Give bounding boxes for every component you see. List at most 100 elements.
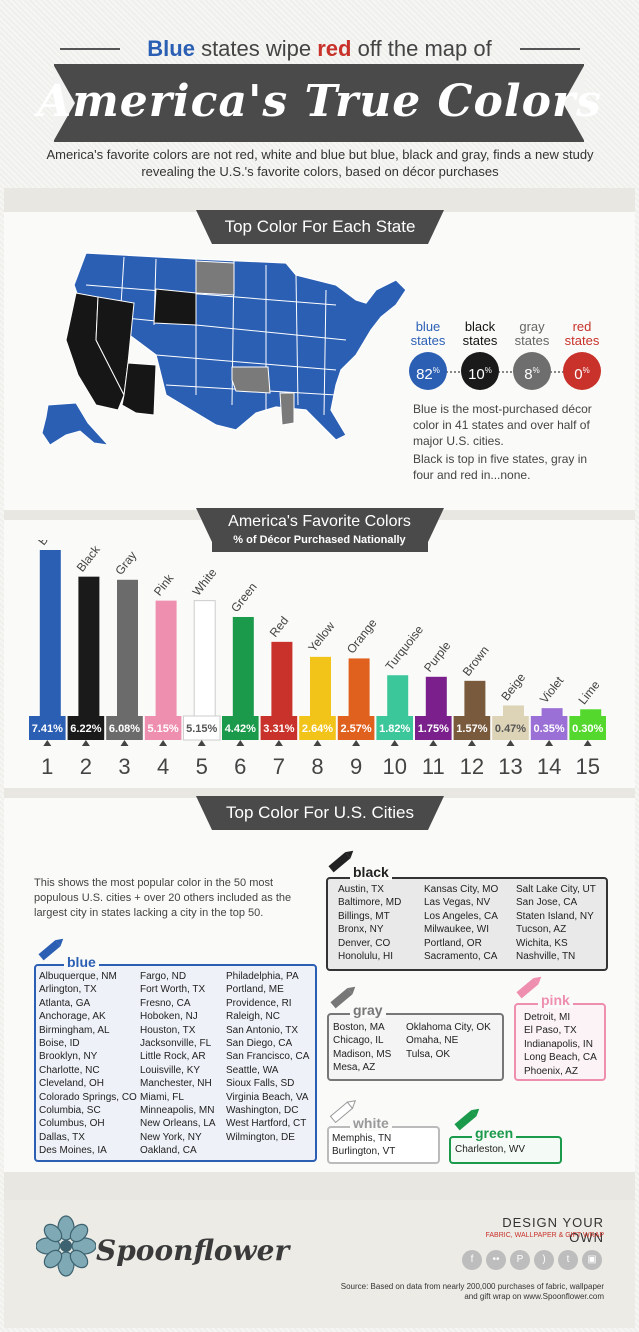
city-item: Fargo, ND: [140, 971, 187, 982]
bar-category-label: Purple: [421, 638, 454, 674]
rank-pointer: [352, 740, 361, 746]
rank-label: 14: [537, 754, 561, 779]
city-column: Oklahoma City, OK Omaha, NE Tulsa, OK: [406, 1021, 491, 1061]
rss-icon[interactable]: ): [534, 1250, 554, 1270]
stat-connector: [430, 371, 580, 373]
us-state-map: [41, 252, 407, 446]
header-rule-right: [520, 48, 580, 50]
city-item: Brooklyn, NY: [39, 1051, 98, 1063]
footer-cta[interactable]: DESIGN YOUR OWN: [502, 1215, 604, 1245]
city-item: Little Rock, AR: [140, 1051, 206, 1063]
city-item: Austin, TX: [338, 884, 384, 895]
stat-circle-red: 0%: [563, 352, 601, 390]
instagram-icon[interactable]: ▣: [582, 1250, 602, 1270]
bar-category-label: Brown: [460, 643, 492, 678]
rank-pointer: [120, 740, 129, 746]
bar-category-label: Beige: [498, 670, 528, 703]
group-label-green: green: [472, 1125, 517, 1141]
city-item: Houston, TX: [140, 1024, 196, 1036]
pencil-icon: [38, 938, 64, 961]
bar-category-label: Orange: [344, 616, 380, 656]
spoonflower-logo-icon: [36, 1215, 96, 1277]
bar-value-label: 2.57%: [340, 723, 371, 735]
rank-label: 15: [575, 754, 599, 779]
stat-label-blue: blue states: [410, 319, 446, 348]
kicker-end: off the map of: [351, 36, 492, 61]
city-column: Memphis, TN Burlington, VT: [332, 1132, 395, 1159]
bar-value-label: 7.41%: [32, 723, 63, 735]
city-item: Kansas City, MO: [424, 884, 499, 895]
city-item: Bronx, NY: [338, 924, 384, 936]
rank-label: 13: [498, 754, 522, 779]
city-item: Los Angeles, CA: [424, 910, 498, 922]
rank-label: 1: [41, 754, 53, 779]
city-column: Charleston, WV: [455, 1143, 525, 1156]
city-item: Sioux Falls, SD: [226, 1078, 295, 1090]
bar-value-label: 6.08%: [109, 723, 140, 735]
bar-category-label: Yellow: [305, 619, 337, 655]
rank-pointer: [583, 740, 592, 746]
city-item: Nashville, TN: [516, 951, 576, 963]
city-column: Fargo, ND Fort Worth, TX Fresno, CA Hoboken…: [140, 970, 216, 1158]
bar-category-label: Black: [74, 542, 104, 575]
map-alaska: [41, 402, 110, 446]
rank-pointer: [159, 740, 168, 746]
rank-pointer: [390, 740, 399, 746]
kicker-red: red: [317, 36, 352, 61]
city-item: El Paso, TX: [524, 1025, 577, 1037]
map-black-arizona: [121, 362, 157, 416]
city-group-gray: Boston, MA Chicago, IL Madison, MS Mesa, AZ…: [327, 1013, 504, 1081]
rank-pointer: [545, 740, 554, 746]
rank-label: 12: [460, 754, 484, 779]
stat-label-red: red states: [564, 319, 600, 348]
city-item: San Diego, CA: [226, 1038, 293, 1050]
facebook-icon[interactable]: f: [462, 1250, 482, 1270]
flickr-icon[interactable]: ••: [486, 1250, 506, 1270]
group-label-blue: blue: [64, 954, 99, 970]
stat-circle-gray: 8%: [513, 352, 551, 390]
value-tag: [144, 716, 182, 740]
city-column: Salt Lake City, UT San Jose, CA Staten Isl…: [516, 883, 596, 963]
rank-pointer: [43, 740, 52, 746]
bar-category-label: Red: [267, 614, 292, 640]
value-tag: [29, 716, 66, 740]
city-item: Fresno, CA: [140, 997, 191, 1009]
map-info-1: Blue is the most-purchased décor color i…: [413, 402, 592, 448]
city-item: Manchester, NH: [140, 1078, 212, 1090]
bar-turquoise: [387, 675, 409, 716]
map-gray-north-dakota: [195, 260, 235, 296]
twitter-icon[interactable]: t: [558, 1250, 578, 1270]
city-item: Tucson, AZ: [516, 924, 567, 936]
rank-label: 4: [157, 754, 169, 779]
map-info-2: Black is top in five states, gray in fou…: [413, 452, 588, 482]
bar-value-label: 5.15%: [186, 723, 217, 735]
section-band: [4, 1172, 635, 1200]
chart-title: America's Favorite Colors: [228, 513, 411, 530]
city-item: Charleston, WV: [455, 1144, 526, 1155]
city-item: Boise, ID: [39, 1038, 80, 1050]
pinterest-icon[interactable]: P: [510, 1250, 530, 1270]
bar-brown: [464, 680, 486, 716]
value-tag: [299, 716, 336, 740]
bar-value-label: 1.57%: [456, 723, 487, 735]
rank-label: 8: [311, 754, 323, 779]
bar-orange: [348, 658, 370, 716]
bar-red: [271, 641, 293, 716]
value-tag: [376, 716, 413, 740]
rank-pointer: [313, 740, 322, 746]
bar-category-label: Turquoise: [383, 623, 427, 674]
group-label-white: white: [350, 1115, 392, 1131]
footer: [4, 1200, 635, 1328]
city-item: Jacksonville, FL: [140, 1038, 212, 1050]
rank-label: 2: [80, 754, 92, 779]
bar-category-label: Gray: [112, 549, 139, 578]
city-item: Des Moines, IA: [39, 1145, 107, 1157]
footer-brand: Spoonflower: [96, 1234, 290, 1267]
city-item: Denver, CO: [338, 937, 391, 949]
city-item: Milwaukee, WI: [424, 924, 490, 936]
city-item: Wilmington, DE: [226, 1131, 295, 1143]
bar-value-label: 4.42%: [225, 723, 256, 735]
footer-source: Source: Based on data from nearly 200,00…: [340, 1282, 604, 1301]
bar-purple: [425, 676, 447, 716]
city-item: West Hartford, CT: [226, 1118, 307, 1130]
